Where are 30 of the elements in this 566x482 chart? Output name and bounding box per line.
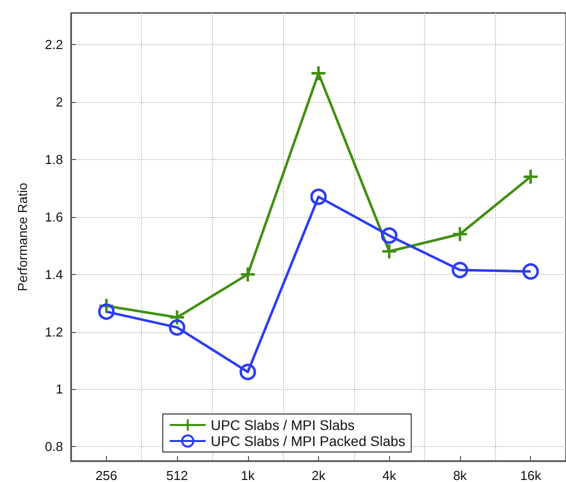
point bbox=[310, 65, 327, 82]
x-tick-label: 2k bbox=[312, 468, 326, 482]
y-tick-label: 1.4 bbox=[44, 266, 63, 282]
x-tick-label: 16k bbox=[520, 468, 542, 482]
point bbox=[452, 262, 468, 278]
y-tick-label: 0.8 bbox=[44, 439, 63, 454]
point bbox=[380, 227, 398, 244]
x-tick-label: 8k bbox=[453, 468, 468, 482]
point bbox=[452, 226, 468, 242]
y-tick-label: 1.8 bbox=[44, 152, 63, 167]
point bbox=[240, 266, 256, 283]
x-tick-label: 1k bbox=[240, 468, 256, 482]
point bbox=[310, 188, 327, 206]
point bbox=[240, 364, 256, 380]
point bbox=[522, 168, 539, 185]
point bbox=[380, 243, 398, 260]
legend-label: UPC Slabs / MPI Packed Slabs bbox=[210, 433, 406, 449]
y-tick-label: 1.6 bbox=[44, 209, 63, 224]
x-tick-label: 4k bbox=[382, 468, 397, 482]
legend-label: UPC Slabs / MPI Slabs bbox=[210, 417, 355, 433]
point bbox=[98, 303, 115, 320]
y-tick-label: 2.2 bbox=[44, 37, 63, 52]
y-axis-title: Performance Ratio bbox=[15, 182, 30, 292]
point bbox=[522, 263, 539, 280]
y-tick-label: 1 bbox=[56, 382, 63, 397]
x-tick-label: 256 bbox=[96, 468, 118, 482]
point bbox=[168, 319, 186, 336]
y-tick-label: 1.2 bbox=[44, 324, 63, 340]
x-tick-label: 512 bbox=[166, 468, 188, 482]
y-tick-label: 2 bbox=[56, 94, 63, 110]
